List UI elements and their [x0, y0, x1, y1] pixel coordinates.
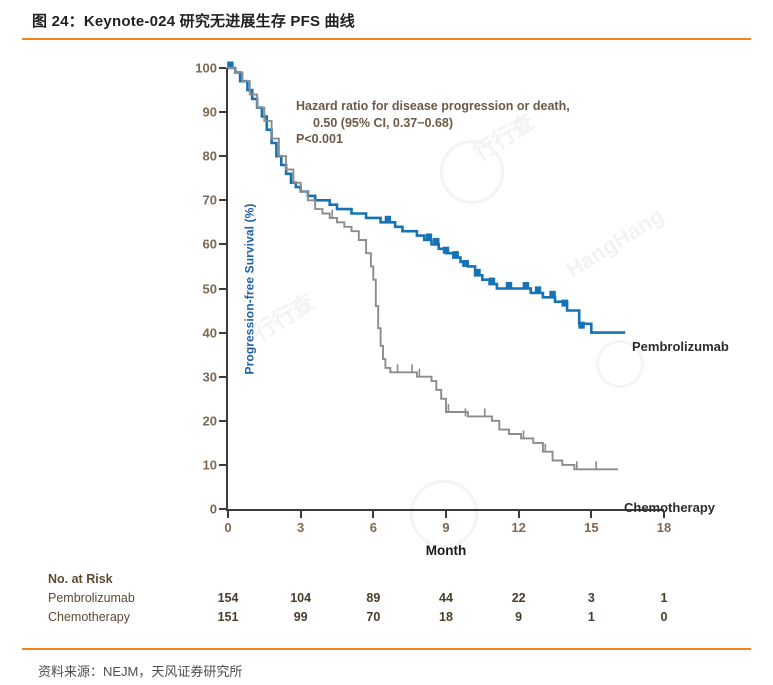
y-axis-tick-label: 50: [202, 281, 217, 296]
censor-mark: [578, 321, 585, 329]
risk-table-cell: 9: [515, 610, 523, 624]
chart-area: Progression-free Survival (%) Month Haza…: [0, 46, 773, 576]
censor-mark: [227, 61, 234, 69]
series-label-pembrolizumab: Pembrolizumab: [632, 339, 729, 354]
x-axis-tick: [663, 511, 665, 518]
censor-mark: [425, 233, 433, 241]
divider-top: [22, 38, 751, 40]
source-note: 资料来源：NEJM，天风证券研究所: [38, 664, 243, 679]
y-axis-tick: [219, 508, 226, 510]
censor-mark: [462, 259, 469, 267]
x-axis-tick-label: 12: [511, 520, 526, 535]
y-axis-tick-label: 20: [202, 413, 217, 429]
risk-table-cell: 104: [290, 591, 312, 605]
risk-row-label: Pembrolizumab: [48, 591, 135, 605]
x-axis-tick-label: 3: [297, 520, 305, 535]
y-axis-tick: [219, 199, 226, 202]
x-axis-tick-label: 9: [442, 520, 450, 535]
risk-table-cell: 1: [587, 610, 595, 624]
y-axis-tick-label: 0: [209, 501, 217, 517]
y-axis-tick-label: 80: [202, 148, 217, 164]
y-axis-tick: [219, 375, 226, 378]
x-axis-tick: [445, 511, 447, 518]
y-axis-line: [226, 68, 228, 509]
risk-table-cell: 89: [366, 591, 381, 605]
y-axis-tick-label: 60: [202, 236, 217, 252]
table-row: Chemotherapy 151 99 70 18 9 1 0: [0, 610, 773, 629]
series-label-chemotherapy: Chemotherapy: [624, 500, 716, 515]
y-axis-tick-label: 70: [202, 192, 217, 208]
risk-table-cell: 70: [366, 610, 381, 624]
risk-table-cell: 99: [293, 610, 308, 624]
censor-mark: [549, 290, 556, 298]
x-axis-tick: [227, 511, 229, 518]
censor-mark: [534, 286, 542, 294]
x-axis-tick: [517, 511, 520, 518]
series-path-chemotherapy: [228, 67, 618, 471]
x-axis-tick-label: 15: [584, 520, 599, 535]
y-axis-tick: [219, 67, 226, 69]
x-axis-tick: [590, 511, 593, 518]
y-axis-tick: [219, 419, 226, 422]
x-axis-tick-label: 0: [224, 520, 232, 535]
hazard-ratio-annotation: Hazard ratio for disease progression or …: [296, 98, 570, 148]
risk-table-title: No. at Risk: [48, 572, 113, 586]
plot-canvas: Progression-free Survival (%) Month Haza…: [195, 61, 729, 559]
risk-table-cell: 154: [217, 591, 239, 605]
y-axis-tick-label: 30: [202, 369, 217, 385]
x-axis-tick: [372, 511, 375, 518]
risk-row-label: Chemotherapy: [48, 610, 130, 624]
y-axis-tick: [219, 155, 226, 158]
y-axis-tick-label: 90: [202, 104, 217, 120]
series-path-pembrolizumab: [228, 66, 626, 334]
y-axis-tick: [219, 287, 226, 290]
censor-mark: [488, 277, 496, 285]
risk-table-cell: 1: [660, 591, 668, 605]
risk-table-cell: 22: [511, 591, 526, 605]
censor-mark: [433, 237, 440, 245]
risk-table-cell: 3: [587, 591, 595, 605]
y-axis-tick-label: 40: [202, 325, 217, 341]
divider-bottom: [22, 648, 751, 650]
hr-line-2: 0.50 (95% CI, 0.37−0.68): [313, 115, 454, 130]
censor-mark: [522, 282, 530, 289]
y-axis-tick: [219, 331, 226, 334]
censor-mark: [505, 282, 513, 289]
censor-mark: [561, 299, 568, 307]
y-axis-tick: [219, 463, 226, 466]
censor-mark: [452, 251, 459, 259]
x-axis-line: [226, 509, 664, 511]
risk-table-cell: 18: [439, 610, 453, 624]
x-axis-title: Month: [425, 543, 467, 558]
risk-table-cell: 151: [217, 610, 239, 624]
hr-line-1: Hazard ratio for disease progression or …: [296, 99, 570, 113]
censor-mark: [474, 268, 481, 276]
y-axis-tick: [219, 243, 226, 246]
table-row: Pembrolizumab 154 104 89 44 22 3 1: [0, 591, 773, 610]
censor-mark: [384, 215, 392, 223]
risk-table-cell: 44: [439, 591, 453, 605]
x-axis-tick: [299, 511, 302, 518]
y-axis-tick-label: 100: [195, 60, 217, 76]
censor-mark: [442, 246, 450, 254]
survival-curves: [227, 61, 626, 471]
page-title: 图 24：Keynote-024 研究无进展生存 PFS 曲线: [32, 13, 355, 30]
risk-table-cell: 0: [660, 610, 668, 624]
y-axis-tick: [219, 111, 226, 114]
x-axis-tick-label: 6: [369, 520, 377, 535]
y-axis-tick-label: 10: [202, 457, 217, 473]
hr-pvalue: P<0.001: [296, 132, 343, 146]
x-axis-tick-label: 18: [656, 520, 672, 535]
